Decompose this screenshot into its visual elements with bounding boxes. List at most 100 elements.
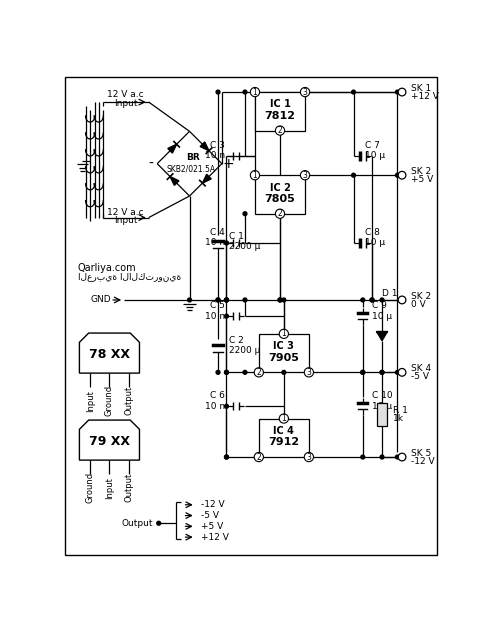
Circle shape [395,90,399,94]
Polygon shape [170,177,179,185]
Circle shape [395,455,399,459]
Circle shape [304,453,314,461]
Circle shape [243,212,247,215]
Text: 0 V: 0 V [411,300,426,309]
Bar [255,92,305,131]
Circle shape [224,241,228,245]
Circle shape [224,298,228,302]
Text: 79 XX: 79 XX [89,435,130,448]
Polygon shape [168,144,176,153]
Circle shape [157,521,161,525]
Circle shape [253,90,257,94]
Text: SK 2: SK 2 [411,292,431,300]
Polygon shape [377,332,388,341]
Text: Output: Output [124,386,133,416]
Text: 10 μ: 10 μ [372,402,392,411]
Text: Input: Input [105,477,114,499]
Circle shape [243,298,247,302]
Circle shape [380,455,384,459]
Circle shape [254,367,264,377]
Text: C 2: C 2 [229,336,244,346]
Circle shape [352,90,355,94]
Circle shape [380,371,384,374]
Text: C 6: C 6 [210,391,225,400]
Text: 7805: 7805 [265,194,295,204]
Text: 1k: 1k [393,414,404,423]
Text: 78 XX: 78 XX [89,348,130,361]
Circle shape [380,298,384,302]
Text: 10 n: 10 n [205,151,225,160]
Circle shape [361,371,365,374]
Polygon shape [79,420,140,460]
Text: 10 n: 10 n [205,402,225,411]
Text: -: - [148,156,153,171]
Circle shape [361,455,365,459]
Circle shape [304,367,314,377]
Text: 12 V a.c: 12 V a.c [107,208,144,217]
Circle shape [224,314,228,318]
Circle shape [216,298,220,302]
Text: 10 μ: 10 μ [365,151,385,160]
Circle shape [370,298,374,302]
Text: 10 n: 10 n [205,239,225,247]
Text: BR: BR [187,153,200,162]
Text: SKB2/021.5A: SKB2/021.5A [167,165,216,173]
Bar [259,334,309,372]
Text: 7812: 7812 [265,111,295,121]
Circle shape [275,209,285,218]
Circle shape [224,298,228,302]
Circle shape [300,88,310,96]
Circle shape [250,171,260,180]
Bar [255,175,305,213]
Text: SK 1: SK 1 [411,84,432,93]
Text: C 8: C 8 [365,228,380,237]
Text: -12 V: -12 V [201,500,225,510]
Circle shape [224,371,228,374]
Text: 12 V a.c: 12 V a.c [107,90,144,99]
Text: 3: 3 [303,171,307,180]
Circle shape [279,329,289,339]
Text: Ground: Ground [86,472,95,503]
Text: 1: 1 [281,329,286,338]
Text: -5 V: -5 V [201,511,219,520]
Circle shape [398,369,406,376]
Text: 1: 1 [253,171,257,180]
Text: GND: GND [91,295,111,304]
Text: +12 V: +12 V [411,92,439,101]
Circle shape [278,298,282,302]
Text: 1: 1 [281,414,286,423]
Text: SK 2: SK 2 [411,167,431,176]
Text: C 9: C 9 [372,301,387,310]
Circle shape [380,371,384,374]
Text: C 7: C 7 [365,141,380,150]
Text: +5 V: +5 V [411,175,434,184]
Text: 2: 2 [256,453,261,461]
Text: -5 V: -5 V [411,372,429,381]
Text: IC 4: IC 4 [273,426,294,436]
Text: 10 μ: 10 μ [372,312,392,321]
Circle shape [300,171,310,180]
Circle shape [224,455,228,459]
Circle shape [254,453,264,461]
Text: 3: 3 [306,453,311,461]
Text: +12 V: +12 V [201,533,229,541]
Text: Ground: Ground [105,385,114,416]
Text: Output: Output [121,519,152,528]
Text: -12 V: -12 V [411,457,435,466]
Circle shape [361,298,365,302]
Circle shape [188,298,192,302]
Circle shape [395,173,399,177]
Circle shape [398,172,406,179]
Text: SK 4: SK 4 [411,364,431,373]
Circle shape [224,298,228,302]
Circle shape [395,371,399,374]
Text: C 5: C 5 [210,301,225,310]
Text: 3: 3 [306,368,311,377]
Text: 3: 3 [303,88,307,96]
Text: 2: 2 [278,126,282,135]
Text: Input: Input [114,99,137,108]
Circle shape [224,404,228,408]
Text: R 1: R 1 [393,406,408,414]
Text: 2: 2 [278,209,282,218]
Circle shape [352,173,355,177]
